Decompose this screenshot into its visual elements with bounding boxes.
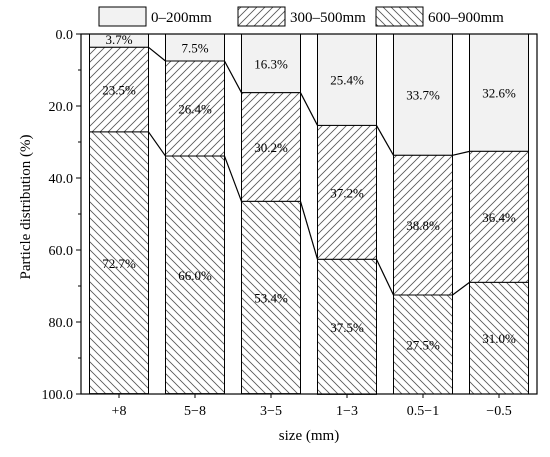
data-label: 33.7% (406, 88, 440, 103)
y-tick-label: 0.0 (56, 28, 74, 43)
x-axis-title: size (mm) (279, 428, 339, 444)
connector-line (223, 155, 243, 202)
data-labels: 3.7% 23.5% 72.7% 7.5% 26.4% 66.0% 16.3% 30.2% 53… (102, 32, 516, 353)
legend-swatch (237, 6, 286, 27)
bar-1-2 (165, 33, 225, 62)
x-tick-label: 0.5−1 (407, 404, 439, 419)
data-label: 31.0% (482, 331, 516, 346)
bar-2-4 (317, 124, 377, 260)
x-tick-label: +8 (112, 404, 127, 419)
bar-2-1 (89, 46, 149, 133)
y-tick-label: 100.0 (42, 388, 74, 403)
data-label: 27.5% (406, 338, 440, 353)
bar-2-5 (393, 154, 453, 296)
bar-1-6 (469, 33, 529, 152)
data-label: 7.5% (181, 41, 208, 56)
data-label: 3.7% (105, 32, 132, 47)
x-tick-label: −0.5 (486, 404, 511, 419)
bar-1-5 (393, 33, 453, 156)
bar-2-6 (469, 150, 529, 283)
y-axis-title: Particle distribution (%) (18, 135, 34, 280)
x-tick-label: 1−3 (336, 404, 358, 419)
connector-line (223, 60, 243, 93)
bar-3-3 (241, 200, 301, 395)
connector-line (299, 201, 319, 260)
bar-3-1 (89, 131, 149, 395)
data-label: 23.5% (102, 83, 136, 98)
connector-line (148, 131, 166, 157)
data-label: 37.2% (330, 185, 364, 200)
connector-lines (148, 46, 470, 296)
data-label: 38.8% (406, 218, 440, 233)
bar-1-4 (317, 33, 377, 126)
y-tick-label: 20.0 (49, 100, 74, 115)
data-label: 36.4% (482, 210, 516, 225)
connector-line (299, 92, 319, 126)
data-label: 30.2% (254, 140, 288, 155)
data-label: 72.7% (102, 256, 136, 271)
connector-line (375, 259, 395, 296)
y-tick-label: 80.0 (49, 316, 74, 331)
legend-label: 0–200mm (151, 10, 212, 26)
legend-label: 300–500mm (290, 10, 366, 26)
legend-label: 600–900mm (428, 10, 504, 26)
x-tick-label: 3−5 (260, 404, 282, 419)
plot-frame (80, 33, 538, 395)
data-label: 32.6% (482, 86, 516, 101)
bar-3-5 (393, 294, 453, 395)
data-label: 53.4% (254, 291, 288, 306)
data-label: 26.4% (178, 102, 212, 117)
y-tick-label: 60.0 (49, 244, 74, 259)
data-label: 25.4% (330, 73, 364, 88)
data-label: 37.5% (330, 320, 364, 335)
axes: 0.0 20.0 40.0 60.0 80.0 100.0 +8 5−8 3−5 1−3 0.5−1… (42, 28, 538, 419)
connector-line (375, 125, 395, 156)
legend-swatch (98, 6, 147, 27)
connector-line (148, 46, 166, 62)
bars (89, 33, 529, 395)
data-label: 66.0% (178, 268, 212, 283)
bar-3-6 (469, 281, 529, 395)
x-tick-label: 5−8 (184, 404, 206, 419)
legend: 0–200mm 300–500mm 600–900mm (98, 6, 504, 27)
bar-2-3 (241, 92, 301, 202)
legend-swatch (375, 6, 424, 27)
data-label: 16.3% (254, 56, 288, 71)
connector-line (452, 281, 470, 296)
y-tick-label: 40.0 (49, 172, 74, 187)
connector-line (452, 150, 470, 156)
